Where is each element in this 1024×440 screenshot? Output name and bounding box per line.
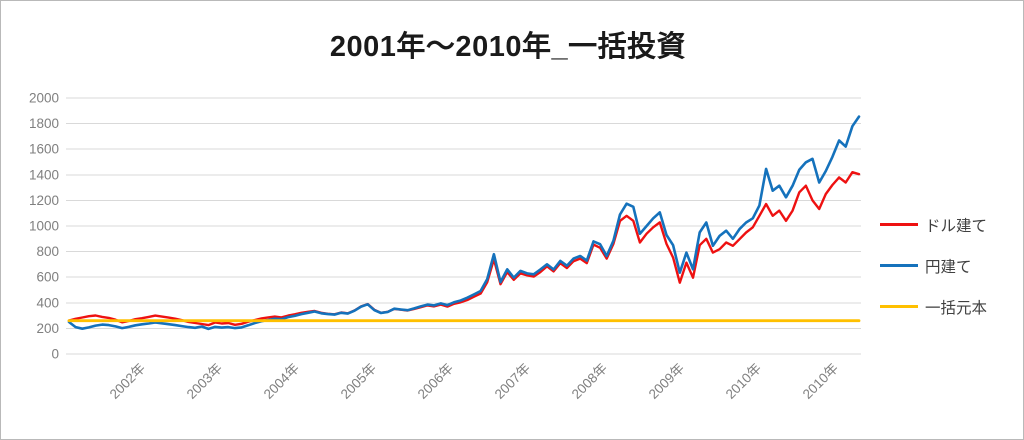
legend-label-dollar: ドル建て — [925, 217, 988, 235]
principal-line-swatch-icon — [880, 305, 918, 308]
yen-line-swatch-icon — [880, 264, 918, 267]
x-axis-tick-label: 2003年 — [184, 361, 225, 402]
y-axis-tick-label: 0 — [51, 347, 59, 362]
legend-item-yen: 円建て — [880, 256, 987, 276]
x-axis-tick-label: 2008年 — [569, 361, 610, 402]
legend-label-yen: 円建て — [925, 258, 972, 276]
chart-title: 2001年～2010年_一括投資 — [329, 31, 687, 63]
x-axis-tick-label: 2009年 — [646, 361, 687, 402]
series-line-0 — [67, 170, 861, 327]
dollar-line-swatch-icon — [880, 223, 918, 226]
chart-legend: ドル建て 円建て 一括元本 — [880, 215, 988, 317]
y-axis-tick-label: 1800 — [29, 116, 59, 131]
y-axis-tick-label: 1000 — [29, 219, 59, 234]
series-line-1 — [67, 115, 861, 331]
legend-item-dollar: ドル建て — [880, 215, 988, 235]
x-axis-tick-label: 2007年 — [492, 361, 533, 402]
y-axis-tick-label: 1600 — [29, 142, 59, 157]
y-axis-tick-label: 2000 — [29, 91, 59, 106]
x-axis-tick-label: 2010年 — [800, 361, 841, 402]
y-axis-tick-label: 600 — [36, 270, 59, 285]
y-axis-tick-label: 800 — [36, 244, 59, 259]
legend-item-principal: 一括元本 — [880, 297, 988, 317]
x-axis-tick-label: 2004年 — [261, 361, 302, 402]
legend-label-principal: 一括元本 — [925, 299, 988, 317]
y-axis-tick-label: 400 — [36, 295, 59, 310]
x-axis-tick-label: 2002年 — [107, 361, 148, 402]
x-axis-tick-label: 2010年 — [723, 361, 764, 402]
y-axis-tick-label: 200 — [36, 321, 59, 336]
y-axis-tick-label: 1200 — [29, 193, 59, 208]
y-axis-tick-label: 1400 — [29, 167, 59, 182]
x-axis-tick-label: 2005年 — [338, 361, 379, 402]
x-axis-tick-label: 2006年 — [415, 361, 456, 402]
